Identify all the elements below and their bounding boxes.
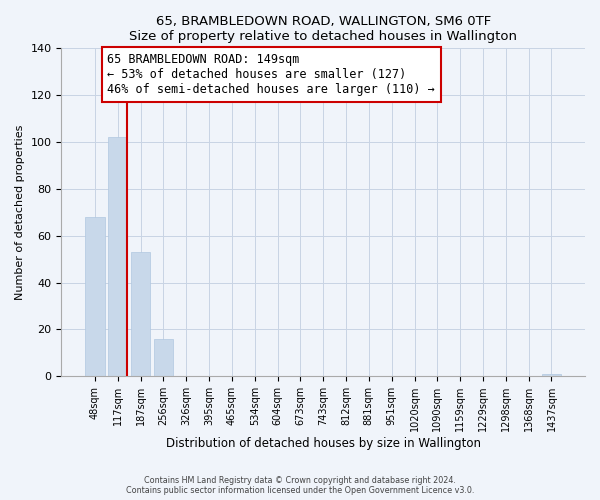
Bar (85, 217, 104, 376)
X-axis label: Distribution of detached houses by size in Wallington: Distribution of detached houses by size … (166, 437, 481, 450)
Bar (542, 374, 561, 376)
Bar (154, 338, 173, 376)
Bar (131, 252, 150, 376)
Bar (108, 138, 127, 376)
Y-axis label: Number of detached properties: Number of detached properties (15, 124, 25, 300)
Text: 65 BRAMBLEDOWN ROAD: 149sqm
← 53% of detached houses are smaller (127)
46% of se: 65 BRAMBLEDOWN ROAD: 149sqm ← 53% of det… (107, 53, 435, 96)
Text: Contains HM Land Registry data © Crown copyright and database right 2024.
Contai: Contains HM Land Registry data © Crown c… (126, 476, 474, 495)
Title: 65, BRAMBLEDOWN ROAD, WALLINGTON, SM6 0TF
Size of property relative to detached : 65, BRAMBLEDOWN ROAD, WALLINGTON, SM6 0T… (129, 15, 517, 43)
